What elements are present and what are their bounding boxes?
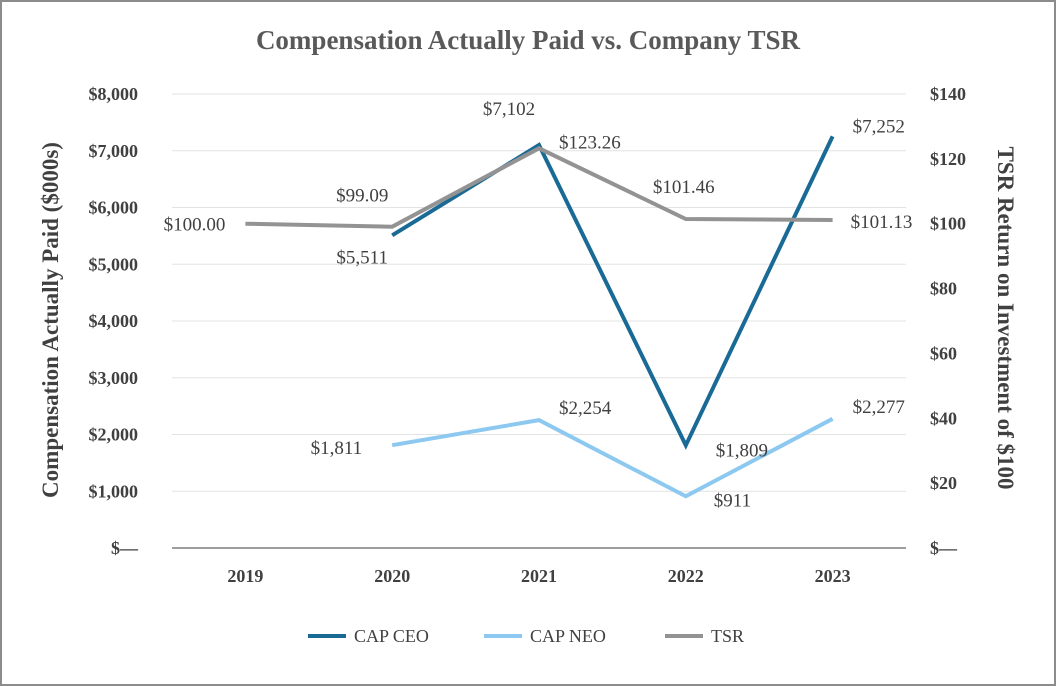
data-label: $1,809 [716,440,768,461]
x-tick-label: 2022 [668,566,704,586]
left-tick-label: $— [111,538,139,558]
left-tick-label: $3,000 [89,368,139,388]
x-tick-label: 2019 [227,566,263,586]
x-tick-label: 2023 [815,566,851,586]
right-tick-label: $— [930,538,958,558]
left-tick-label: $8,000 [89,84,139,104]
left-tick-label: $6,000 [89,198,139,218]
data-label: $100.00 [164,215,226,236]
data-label: $123.26 [559,132,621,153]
left-tick-label: $5,000 [89,254,139,274]
series-line-tsr [245,146,833,229]
data-label: $2,277 [853,397,905,418]
chart-title: Compensation Actually Paid vs. Company T… [256,25,801,55]
right-axis-ticks: $— $20 $40 $60 $80 $100 $120 $140 [930,84,966,558]
data-label: $1,811 [311,438,363,459]
series-lines [245,135,835,499]
data-label: $101.13 [851,212,913,233]
left-tick-label: $2,000 [89,425,139,445]
left-tick-label: $7,000 [89,141,139,161]
legend: CAP CEO CAP NEO TSR [308,626,744,646]
legend-label: CAP NEO [530,626,606,646]
right-tick-label: $40 [930,408,957,428]
left-tick-label: $4,000 [89,311,139,331]
left-tick-label: $1,000 [89,481,139,501]
legend-label: TSR [711,626,744,646]
right-tick-label: $20 [930,473,957,493]
right-tick-label: $80 [930,279,957,299]
x-tick-label: 2021 [521,566,557,586]
left-axis-title: Compensation Actually Paid ($000s) [38,142,63,498]
right-tick-label: $140 [930,84,966,104]
data-labels: $5,511 $7,102 $1,809 $7,252 $1,811 $2,254 $911… [164,99,913,511]
right-tick-label: $60 [930,343,957,363]
right-axis-title: TSR Return on Investment of $100 [993,146,1018,489]
x-tick-label: 2020 [374,566,410,586]
data-label: $101.46 [653,177,715,198]
right-tick-label: $120 [930,149,966,169]
data-label: $911 [714,490,751,511]
gridlines [172,93,906,549]
data-label: $5,511 [336,247,388,268]
series-line-cap-ceo [391,135,835,450]
data-label: $99.09 [336,186,388,207]
right-tick-label: $100 [930,214,966,234]
data-label: $2,254 [559,398,612,419]
left-axis-ticks: $— $1,000 $2,000 $3,000 $4,000 $5,000 $6,000 $7… [89,84,140,558]
legend-label: CAP CEO [354,626,429,646]
data-label: $7,252 [853,116,905,137]
data-label: $7,102 [483,99,535,120]
series-line-cap-neo [391,417,834,499]
x-axis-ticks: 2019 2020 2021 2022 2023 [227,566,850,586]
